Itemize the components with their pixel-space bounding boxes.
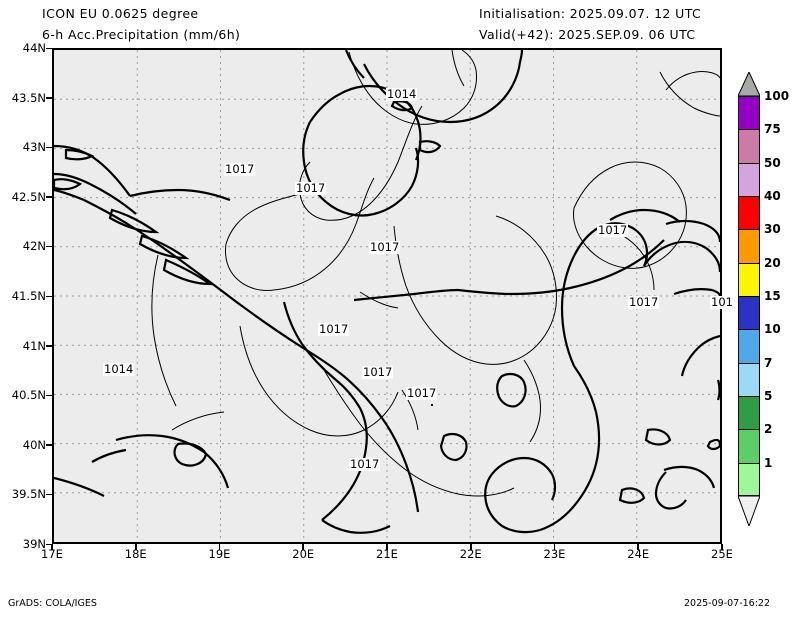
- footer-credit: GrADS: COLA/IGES: [8, 598, 97, 609]
- footer-timestamp: 2025-09-07-16:22: [684, 598, 771, 609]
- x-axis-tick-mark: [386, 544, 388, 550]
- y-axis-tick-label: 43N: [22, 140, 46, 155]
- y-axis-tick-label: 39N: [22, 537, 46, 551]
- y-axis-tick-label: 41N: [22, 338, 46, 353]
- colorbar-band: [738, 296, 760, 330]
- y-axis-tick-label: 43.5N: [11, 90, 46, 105]
- isobar-label: 1017: [369, 240, 401, 254]
- map-canvas: [54, 50, 720, 542]
- x-axis-tick-label: 17E: [41, 547, 63, 561]
- x-axis-tick-mark: [721, 544, 723, 550]
- x-axis-tick-label: 18E: [124, 547, 147, 561]
- colorbar-band: [738, 262, 760, 296]
- initialisation-time: Initialisation: 2025.09.07. 12 UTC: [479, 6, 702, 21]
- isobar-label: 101: [710, 295, 734, 309]
- station-dot: [430, 403, 434, 407]
- field-title: 6-h Acc.Precipitation (mm/6h): [42, 27, 241, 42]
- y-axis-tick-mark: [46, 146, 52, 149]
- x-axis-tick-label: 22E: [459, 547, 482, 561]
- colorbar-tick-label: 40: [764, 189, 781, 203]
- x-axis-tick-mark: [51, 544, 53, 550]
- colorbar-tick-label: 30: [764, 222, 781, 237]
- colorbar-band: [738, 196, 760, 230]
- colorbar-tick-label: 50: [764, 155, 781, 170]
- y-axis: 39N 39.5N 40N 40.5N 41N 41.5N 42N 42.5N 43N 43.5N…: [0, 0, 52, 618]
- x-axis-tick-label: 21E: [376, 547, 398, 561]
- isobar-label: 1017: [318, 322, 350, 336]
- y-axis-tick-mark: [46, 345, 52, 347]
- y-axis-tick-label: 39.5N: [11, 487, 46, 502]
- coastlines-and-borders: [54, 50, 720, 534]
- colorbar-band: [738, 129, 760, 163]
- isobar-label: 1014: [103, 362, 135, 376]
- isobar-label: 1017: [628, 295, 660, 309]
- colorbar-band: [738, 396, 760, 430]
- colorbar-tick-label: 7: [764, 355, 773, 370]
- colorbar-tick-label: 2: [764, 422, 773, 437]
- y-axis-tick-mark: [46, 245, 52, 248]
- colorbar-tick-label: 10: [764, 322, 781, 337]
- x-axis-tick-label: 20E: [292, 547, 315, 561]
- x-axis-tick-mark: [469, 544, 472, 550]
- x-axis-tick-label: 23E: [543, 547, 566, 561]
- colorbar-tick-label: 1: [764, 455, 773, 470]
- y-axis-tick-label: 40.5N: [11, 388, 46, 403]
- y-axis-tick-label: 44N: [22, 41, 46, 55]
- colorbar-tick-label: 75: [764, 122, 781, 137]
- isobar-label: 1017: [349, 457, 381, 471]
- colorbar-tick-label: 5: [764, 389, 773, 403]
- y-axis-tick-mark: [46, 444, 52, 446]
- isobar-label: 1014: [386, 87, 418, 101]
- colorbar-band: [738, 362, 760, 396]
- colorbar-band: [738, 329, 760, 363]
- x-axis-tick-label: 24E: [627, 547, 650, 561]
- x-axis-tick-label: 19E: [208, 547, 231, 561]
- isobar-label: 1017: [597, 223, 629, 237]
- y-axis-tick-label: 42N: [22, 239, 46, 254]
- isobar-label: 1017: [295, 181, 327, 195]
- x-axis-tick-mark: [302, 544, 305, 550]
- y-axis-tick-label: 41.5N: [11, 289, 46, 303]
- x-axis-tick-mark: [134, 544, 137, 550]
- map-plot-area: [52, 48, 722, 544]
- colorbar-top-arrow: [737, 70, 761, 97]
- colorbar-band: [738, 96, 760, 130]
- colorbar-tick-label: 20: [764, 255, 781, 270]
- colorbar-bottom-arrow: [737, 495, 761, 528]
- y-axis-tick-mark: [46, 493, 52, 496]
- x-axis-tick-mark: [553, 544, 556, 550]
- isobar-label: 1017: [362, 365, 394, 379]
- model-title: ICON EU 0.0625 degree: [42, 6, 199, 21]
- y-axis-tick-mark: [46, 47, 52, 50]
- y-axis-tick-mark: [46, 543, 52, 546]
- valid-time: Valid(+42): 2025.SEP.09. 06 UTC: [479, 27, 696, 42]
- colorbar-band: [738, 229, 760, 263]
- x-axis-tick-label: 25E: [711, 547, 733, 561]
- isobar-label: 1017: [406, 386, 438, 400]
- x-axis-tick-mark: [637, 544, 640, 550]
- x-axis-tick-mark: [218, 544, 221, 550]
- y-axis-tick-mark: [46, 394, 52, 397]
- colorbar-tick-label: 15: [764, 289, 781, 303]
- y-axis-tick-mark: [46, 97, 52, 99]
- isobar-label: 1017: [224, 162, 256, 176]
- colorbar-band: [738, 462, 760, 496]
- y-axis-tick-mark: [46, 196, 52, 198]
- y-axis-tick-mark: [46, 295, 52, 298]
- y-axis-tick-label: 40N: [22, 437, 46, 452]
- precipitation-colorbar: 100 75 50 40 30 20 15 10 7 5 2 1: [737, 70, 789, 528]
- colorbar-band: [738, 162, 760, 196]
- colorbar-tick-label: 100: [764, 89, 790, 103]
- colorbar-band: [738, 429, 760, 463]
- y-axis-tick-label: 42.5N: [11, 189, 46, 204]
